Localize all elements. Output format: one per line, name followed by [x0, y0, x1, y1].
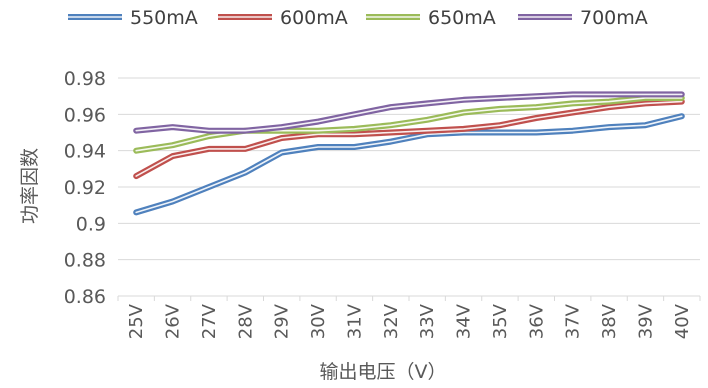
- series-lines: [133, 91, 685, 216]
- y-axis: 0.86 0.88 0.9 0.92 0.94 0.96 0.98: [64, 68, 106, 308]
- series-700mA: [133, 91, 685, 134]
- x-tick-label: 31V: [344, 303, 365, 339]
- series-600mA: [133, 98, 685, 180]
- x-tick-label: 38V: [599, 303, 620, 339]
- x-axis-label: 输出电压（V）: [320, 361, 447, 383]
- y-tick-label: 0.96: [64, 104, 106, 126]
- legend: 550mA 600mA 650mA 700mA: [68, 7, 648, 29]
- y-tick-label: 0.88: [64, 250, 106, 272]
- x-tick-label: 39V: [635, 303, 656, 339]
- x-tick-label: 40V: [672, 303, 693, 339]
- legend-item: 700mA: [518, 7, 648, 29]
- x-tick-label: 29V: [272, 303, 293, 339]
- y-tick-label: 0.9: [76, 213, 106, 235]
- series-line-highlight: [135, 93, 683, 132]
- y-tick-label: 0.94: [64, 141, 106, 163]
- legend-label: 550mA: [130, 7, 198, 29]
- x-tick-label: 26V: [163, 303, 184, 339]
- series-line-highlight: [135, 115, 683, 214]
- series-line-highlight: [135, 100, 683, 177]
- x-tick-label: 34V: [454, 303, 475, 339]
- x-axis: 25V 26V 27V 28V 29V 30V 31V 32V 33V 34V 35V 36V 37V 3…: [117, 296, 701, 339]
- x-tick-label: 35V: [490, 303, 511, 339]
- legend-item: 550mA: [68, 7, 198, 29]
- y-tick-label: 0.86: [64, 286, 106, 308]
- legend-label: 600mA: [280, 7, 348, 29]
- x-tick-label: 28V: [235, 303, 256, 339]
- x-tick-label: 27V: [199, 303, 220, 339]
- legend-item: 600mA: [218, 7, 348, 29]
- x-tick-label: 33V: [417, 303, 438, 339]
- x-tick-label: 37V: [563, 303, 584, 339]
- y-tick-label: 0.92: [64, 177, 106, 199]
- x-tick-label: 25V: [126, 303, 147, 339]
- y-axis-label: 功率因数: [19, 148, 41, 224]
- x-tick-label: 36V: [526, 303, 547, 339]
- x-tick-label: 32V: [381, 303, 402, 339]
- y-tick-label: 0.98: [64, 68, 106, 90]
- series-550mA: [133, 113, 685, 216]
- legend-label: 700mA: [580, 7, 648, 29]
- legend-label: 650mA: [428, 7, 496, 29]
- legend-item: 650mA: [366, 7, 496, 29]
- x-tick-label: 30V: [308, 303, 329, 339]
